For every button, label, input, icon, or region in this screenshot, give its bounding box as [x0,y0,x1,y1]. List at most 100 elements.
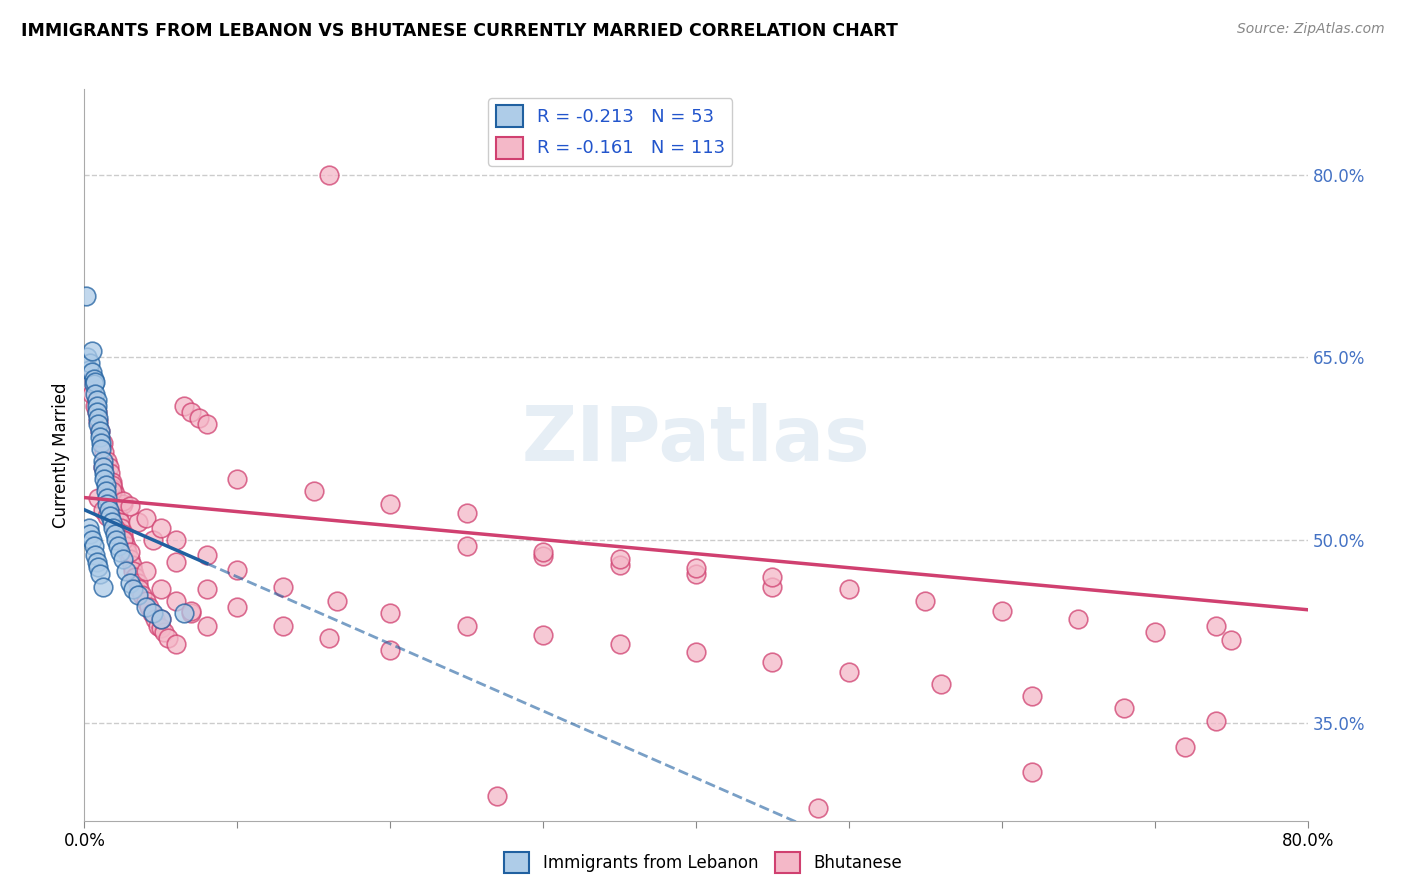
Point [685,645,707,659]
Point [83,539,105,553]
Point [97,460,120,475]
Point [114,539,136,553]
Point [111,497,134,511]
Point [380,607,402,621]
Point [380,643,402,657]
Point [93,472,115,486]
Point [86,392,108,407]
Point [89,424,111,438]
Point [180,604,202,618]
Point [531,549,554,563]
Point [96,497,118,511]
Point [90,442,112,456]
Point [80,533,103,548]
Point [86,555,108,569]
Point [84,387,107,401]
Point [271,618,294,632]
Point [157,631,180,645]
Point [226,562,249,576]
Point [91,460,114,475]
Point [271,580,294,594]
Point [135,594,157,608]
Point [104,527,127,541]
Point [127,515,149,529]
Point [112,533,135,548]
Text: Source: ZipAtlas.com: Source: ZipAtlas.com [1237,22,1385,37]
Point [104,487,127,501]
Point [1205,618,1227,632]
Point [80,387,103,401]
Point [97,503,120,517]
Point [77,521,100,535]
Text: ZIPatlas: ZIPatlas [522,403,870,477]
Point [325,594,347,608]
Point [380,497,402,511]
Point [149,621,172,635]
Point [127,588,149,602]
Point [165,594,187,608]
Point [195,618,218,632]
Point [141,607,163,621]
Point [84,375,107,389]
Point [101,475,124,489]
Point [80,344,103,359]
Point [165,533,187,548]
Point [94,478,117,492]
Point [165,637,187,651]
Point [838,582,860,596]
Legend: Immigrants from Lebanon, Bhutanese: Immigrants from Lebanon, Bhutanese [498,846,908,880]
Point [149,582,172,596]
Point [96,508,118,523]
Point [991,604,1014,618]
Point [135,511,157,525]
Point [83,377,105,392]
Point [80,365,103,379]
Point [131,588,153,602]
Point [111,494,134,508]
Point [89,424,111,438]
Point [1067,613,1090,627]
Point [1143,624,1166,639]
Point [91,454,114,468]
Point [180,405,202,419]
Point [609,551,631,566]
Point [195,548,218,562]
Point [486,789,509,804]
Point [173,399,195,413]
Point [87,411,110,425]
Point [115,545,138,559]
Point [107,539,129,553]
Point [111,533,134,548]
Point [76,351,98,365]
Point [93,445,115,459]
Point [165,555,187,569]
Point [149,613,172,627]
Point [138,600,160,615]
Point [84,399,107,413]
Point [91,580,114,594]
Point [111,551,134,566]
Point [121,558,143,572]
Point [124,570,146,584]
Point [86,405,108,419]
Point [108,515,131,529]
Point [77,375,100,389]
Point [531,628,554,642]
Point [108,545,131,559]
Point [685,561,707,575]
Point [91,435,114,450]
Point [1021,690,1043,704]
Point [87,491,110,505]
Point [89,567,111,582]
Point [135,600,157,615]
Point [146,618,169,632]
Point [142,533,165,548]
Point [807,801,830,815]
Point [105,503,128,517]
Point [914,594,936,608]
Point [103,482,125,496]
Y-axis label: Currently Married: Currently Married [52,382,70,528]
Point [1174,740,1197,755]
Point [143,613,166,627]
Point [127,576,149,591]
